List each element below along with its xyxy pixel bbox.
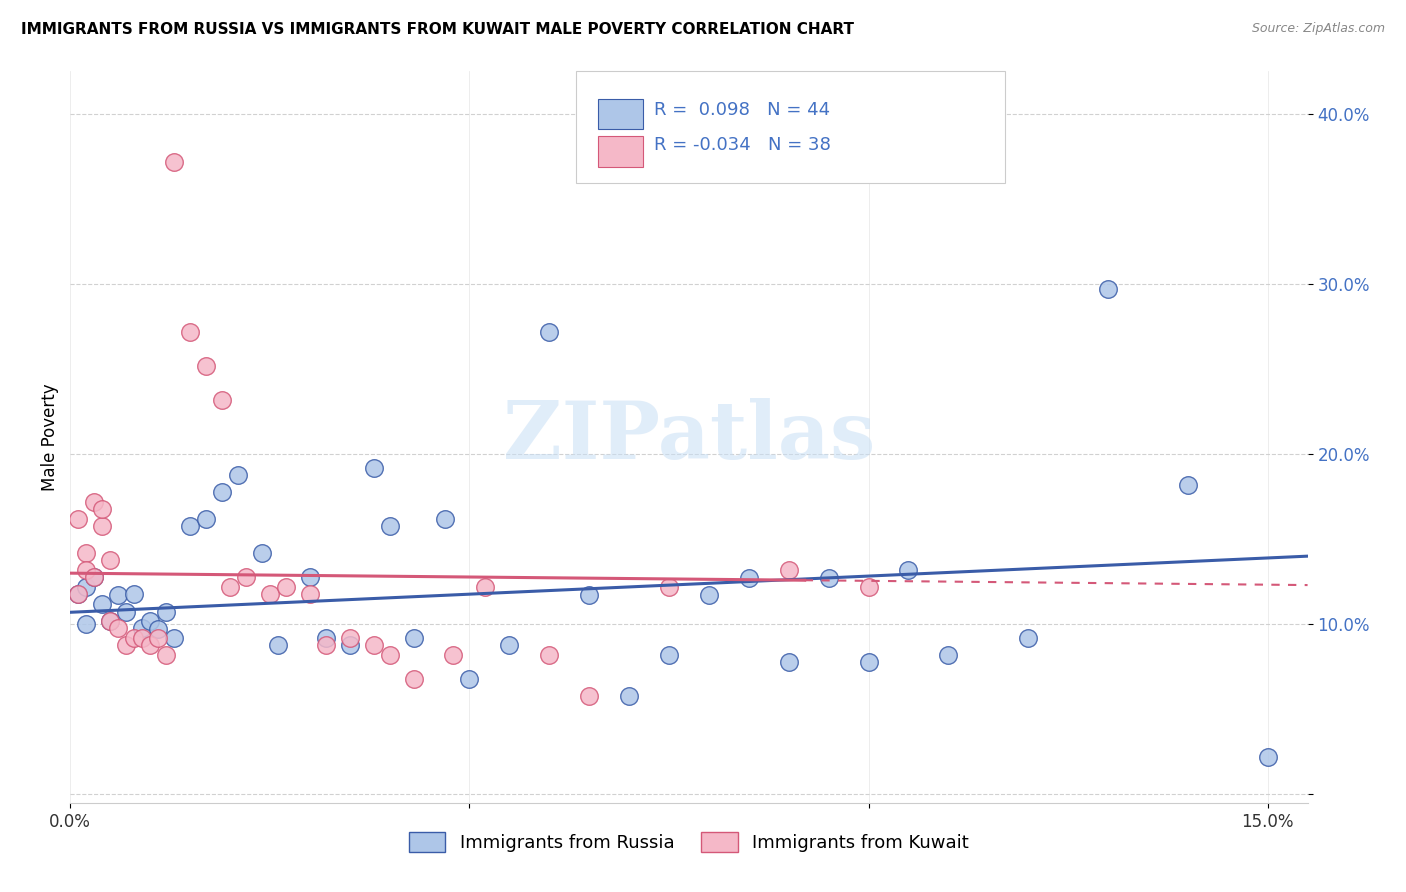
Point (67, 586, 90, 600)
Point (250, 546, 273, 560)
Point (1017, 631, 1039, 645)
Point (67, 512, 90, 526)
Point (858, 655, 880, 669)
Point (139, 614, 162, 628)
Point (98, 614, 121, 628)
Point (195, 512, 218, 526)
Point (498, 638, 520, 652)
Point (402, 631, 425, 645)
Point (131, 631, 153, 645)
Point (378, 648, 401, 662)
Point (115, 638, 138, 652)
Point (339, 631, 361, 645)
Point (738, 571, 761, 585)
Point (402, 672, 425, 686)
Point (91, 597, 114, 611)
Point (1097, 282, 1119, 296)
Point (778, 655, 800, 669)
Point (458, 672, 481, 686)
Point (75, 580, 97, 594)
Point (235, 569, 257, 583)
Point (658, 648, 681, 662)
Point (578, 689, 600, 703)
Point (897, 563, 920, 577)
Point (617, 689, 640, 703)
Point (146, 631, 169, 645)
Legend: Immigrants from Russia, Immigrants from Kuwait: Immigrants from Russia, Immigrants from … (402, 825, 976, 860)
Point (91, 501, 114, 516)
Point (315, 631, 337, 645)
Point (298, 569, 321, 583)
Point (163, 631, 186, 645)
Point (538, 648, 561, 662)
Point (107, 621, 129, 635)
Point (83, 569, 105, 583)
Point (697, 588, 720, 602)
Point (139, 638, 162, 652)
Point (363, 638, 385, 652)
Point (115, 605, 138, 619)
Text: R =  0.098   N = 44: R = 0.098 N = 44 (654, 101, 830, 119)
Point (1257, 750, 1279, 764)
Point (538, 325, 561, 339)
Point (315, 638, 337, 652)
Point (267, 638, 290, 652)
Point (363, 460, 385, 475)
Point (211, 392, 233, 407)
Point (75, 546, 97, 560)
Point (155, 605, 177, 619)
Point (75, 617, 97, 632)
Point (67, 586, 90, 600)
Point (179, 518, 201, 533)
Point (1177, 477, 1199, 491)
Point (219, 580, 242, 594)
Point (817, 571, 839, 585)
Point (474, 580, 496, 594)
Point (858, 580, 880, 594)
Point (122, 586, 145, 600)
Point (107, 588, 129, 602)
Point (195, 359, 218, 373)
Point (658, 580, 681, 594)
Point (83, 494, 105, 508)
Point (163, 154, 186, 169)
Y-axis label: Male Poverty: Male Poverty (41, 384, 59, 491)
Point (83, 569, 105, 583)
Text: IMMIGRANTS FROM RUSSIA VS IMMIGRANTS FROM KUWAIT MALE POVERTY CORRELATION CHART: IMMIGRANTS FROM RUSSIA VS IMMIGRANTS FRO… (21, 22, 853, 37)
Point (226, 467, 249, 482)
Point (298, 586, 321, 600)
Text: ZIPatlas: ZIPatlas (503, 398, 875, 476)
Text: Source: ZipAtlas.com: Source: ZipAtlas.com (1251, 22, 1385, 36)
Point (155, 648, 177, 662)
Point (98, 552, 121, 566)
Point (98, 614, 121, 628)
Point (443, 648, 465, 662)
Point (146, 622, 169, 636)
Point (274, 580, 297, 594)
Point (91, 518, 114, 533)
Point (131, 621, 153, 635)
Point (75, 563, 97, 577)
Point (339, 638, 361, 652)
Point (179, 325, 201, 339)
Point (211, 484, 233, 499)
Point (259, 586, 281, 600)
Text: R = -0.034   N = 38: R = -0.034 N = 38 (654, 136, 831, 154)
Point (938, 648, 960, 662)
Point (778, 563, 800, 577)
Point (378, 518, 401, 533)
Point (122, 631, 145, 645)
Point (578, 588, 600, 602)
Point (434, 512, 457, 526)
